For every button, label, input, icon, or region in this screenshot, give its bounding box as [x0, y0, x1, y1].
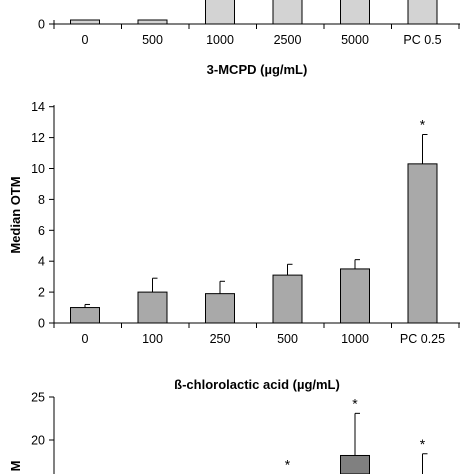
x-tick-label: PC 0.5	[403, 33, 441, 47]
y-tick-label: 12	[31, 131, 45, 145]
bar	[70, 307, 100, 324]
bar	[407, 0, 438, 25]
significance-star: *	[285, 456, 291, 472]
y-tick-label: 4	[38, 255, 45, 269]
bar	[272, 274, 303, 324]
x-tick-label: 1000	[341, 332, 369, 346]
bar	[137, 19, 168, 25]
x-tick-label: 100	[142, 332, 163, 346]
x-tick-label: 1000	[206, 33, 234, 47]
bar	[137, 291, 168, 324]
bar	[340, 0, 370, 25]
y-tick-label: 14	[31, 100, 45, 114]
significance-star: *	[420, 436, 426, 452]
x-axis-title: ß-chlorolactic acid (µg/mL)	[174, 377, 340, 392]
chart-chlorolactic-acid: ß-chlorolactic acid (µg/mL) Median OTM 0…	[8, 100, 460, 392]
y-tick-label: 2	[38, 286, 45, 300]
y-tick-label: 8	[38, 193, 45, 207]
y-tick-label: 20	[31, 434, 45, 448]
bar	[205, 293, 235, 324]
significance-star: *	[352, 395, 358, 411]
x-tick-label: 0	[82, 332, 89, 346]
bar	[407, 163, 438, 324]
bar	[272, 0, 303, 25]
x-axis-title: 3-MCPD (µg/mL)	[207, 62, 308, 77]
x-tick-label: 500	[142, 33, 163, 47]
x-tick-label: 500	[277, 332, 298, 346]
x-tick-label: PC 0.25	[400, 332, 445, 346]
x-tick-label: 0	[82, 33, 89, 47]
chart-3mcpd: 3-MCPD (µg/mL) 0 0 500 1000 2500 5000 PC 0.5	[38, 0, 460, 77]
bar	[70, 19, 100, 25]
x-tick-label: 5000	[341, 33, 369, 47]
y-tick-label: 6	[38, 224, 45, 238]
y-tick-label: 0	[38, 317, 45, 331]
x-tick-label: 250	[210, 332, 231, 346]
significance-star: *	[420, 117, 426, 133]
y-tick-label: 10	[31, 162, 45, 176]
chart-bottom-partial: M 20 25 * * *	[8, 391, 428, 474]
x-tick-label: 2500	[274, 33, 302, 47]
y-axis-title: Median OTM	[8, 176, 23, 253]
bar	[340, 454, 370, 474]
y-tick-label: 0	[38, 18, 45, 32]
y-tick-label: 25	[31, 391, 45, 405]
y-axis-title: M	[8, 461, 23, 472]
bar	[340, 268, 370, 324]
bar	[205, 0, 235, 25]
